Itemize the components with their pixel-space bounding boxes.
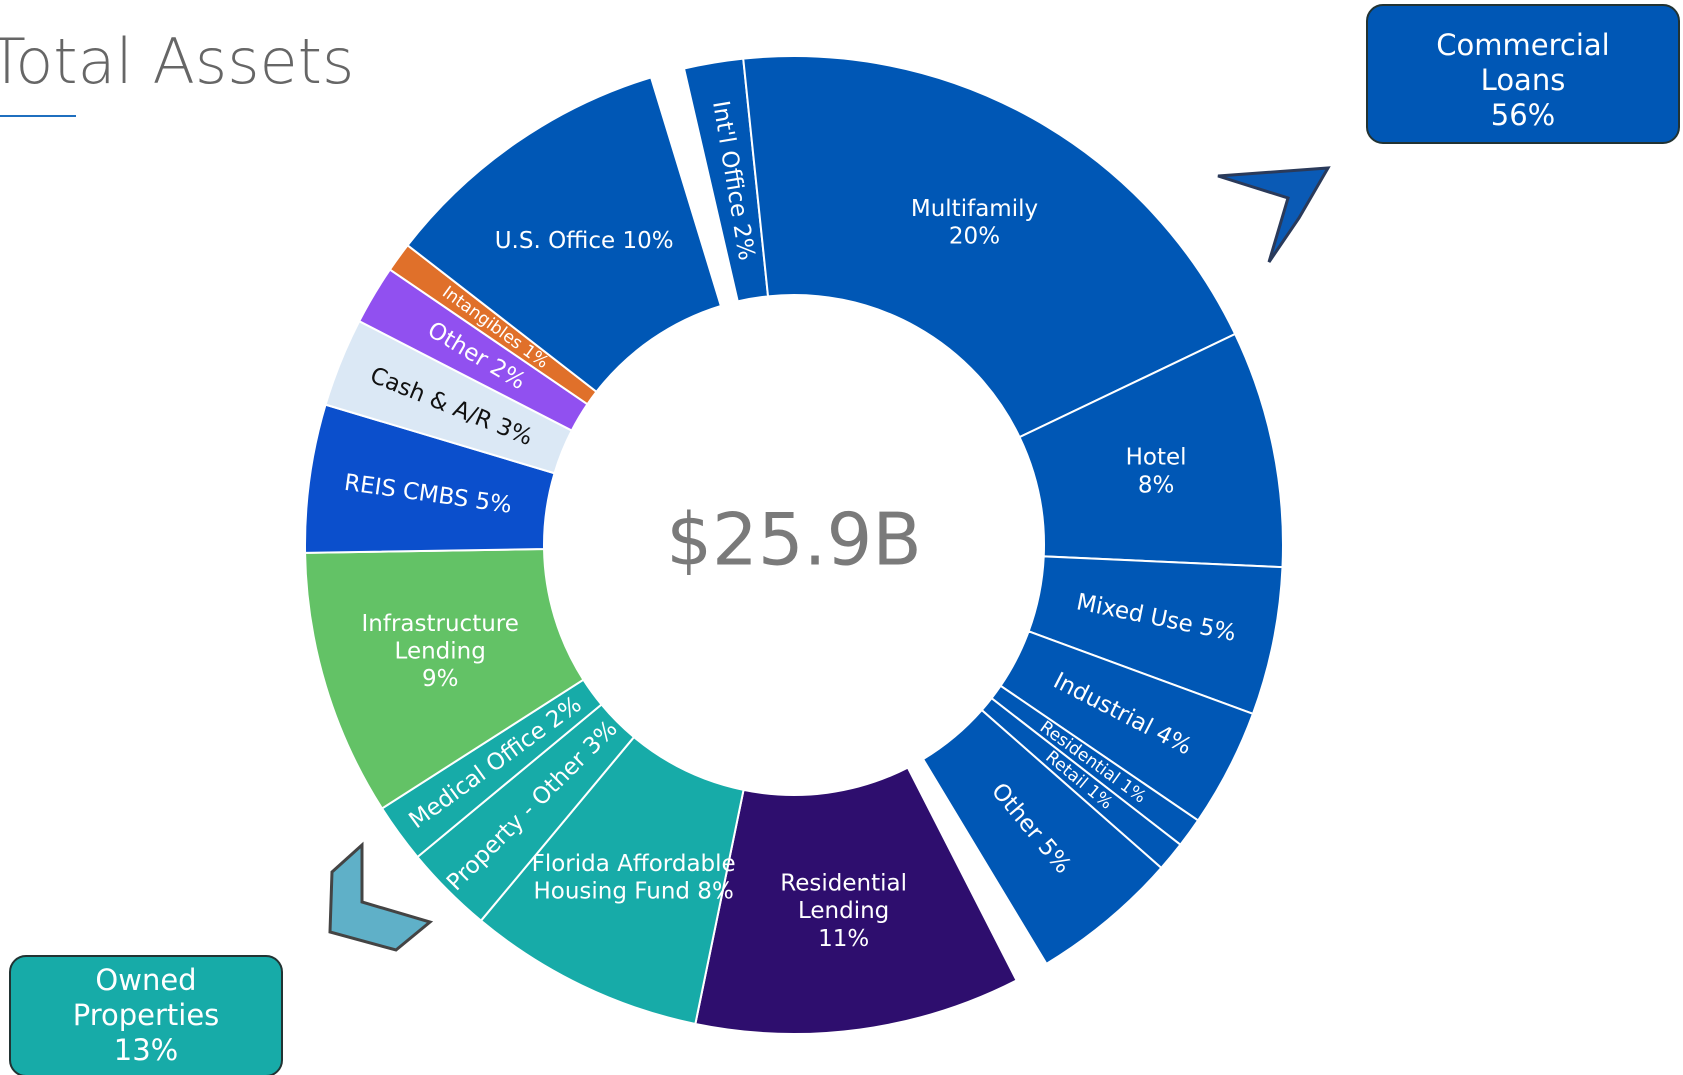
donut-slice [406,76,723,394]
slice-label-line: Florida Affordable [532,851,736,877]
chart-title: Total Assets [0,25,354,98]
callout-text: 13% [114,1033,178,1067]
slice-label: Residential Lending 11% [780,870,907,951]
slice-label-line: Housing Fund 8% [533,878,733,904]
slice-label: Hotel 8% [1126,444,1187,498]
slice-label-line: 8% [1138,472,1175,498]
slice-label-line: U.S. Office 10% [495,227,674,253]
slice-label-line: Hotel [1126,444,1187,470]
slice-label: Florida Affordable Housing Fund 8% [532,851,736,905]
slice-label: Infrastructure Lending 9% [362,610,519,691]
slice-label-line: Infrastructure [362,610,519,636]
donut-slice [921,708,1163,966]
slice-label-line: 9% [422,666,459,692]
center-label: $25.9B [666,498,922,582]
donut-slice [742,55,1237,439]
slice-label-line: Lending [798,898,889,924]
slice-label-line: Lending [395,638,486,664]
slice-label-line: Multifamily [911,195,1038,221]
arrow [328,841,434,952]
callout-text: Loans [1481,63,1566,97]
callout-text: Properties [73,998,220,1032]
slice-label: U.S. Office 10% [495,227,674,253]
slice-label: Multifamily 20% [911,195,1038,249]
slice-label-line: 20% [949,223,1000,249]
donut-slice [694,766,1018,1035]
arrow [1217,166,1331,263]
callout-box [9,955,283,1075]
callout-text: 56% [1491,98,1555,132]
callout-text: Commercial [1436,28,1609,62]
callout-text: Owned [95,963,196,997]
callout-box [1366,4,1680,144]
slice-label-line: 11% [818,925,869,951]
slice-label-line: Residential [780,870,907,896]
